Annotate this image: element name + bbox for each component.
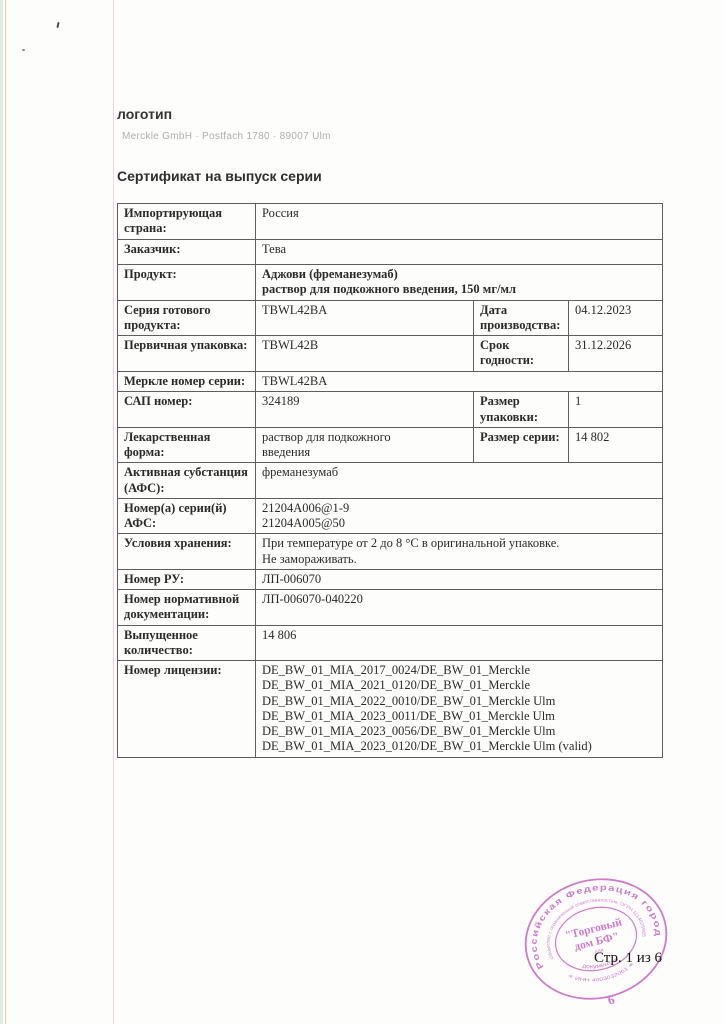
- row-value: 14 806: [254, 624, 664, 661]
- row-label: Серия готового продукта:: [117, 299, 256, 336]
- document-title: Сертификат на выпуск серии: [117, 168, 322, 184]
- row-label: Номер лицензии:: [117, 660, 256, 758]
- row-label: Продукт:: [117, 263, 256, 301]
- stamp-outer-ring: [524, 878, 668, 1000]
- scan-edge-orange-line: [5, 0, 6, 1024]
- table-row: Номер нормативной документации: ЛП-00607…: [117, 589, 664, 626]
- row-value: TBWL42BA: [255, 299, 474, 336]
- row-value: TBWL42BA: [254, 370, 664, 393]
- row-value-2: 14 802: [567, 426, 664, 464]
- scan-speck: [56, 21, 60, 29]
- table-row: Меркле номер серии: TBWL42BA: [117, 370, 664, 393]
- row-value: Аджови (фреманезумаб) раствор для подкож…: [254, 263, 664, 301]
- row-label: Лекарственная форма:: [117, 426, 256, 464]
- row-value: раствор для подкожного введения: [255, 426, 474, 464]
- table-row: Первичная упаковка: TBWL42B Срок годност…: [117, 335, 664, 372]
- row-label: Номер(а) серии(й) АФС:: [117, 497, 256, 535]
- row-value: Тева: [254, 238, 664, 265]
- company-address: Merckle GmbH · Postfach 1780 · 89007 Ulm: [122, 131, 331, 142]
- table-row: Номер лицензии: DE_BW_01_MIA_2017_0024/D…: [117, 660, 664, 758]
- row-label: Активная субстанция (АФС):: [117, 462, 256, 499]
- table-row: Серия готового продукта: TBWL42BA Дата п…: [117, 299, 664, 336]
- table-row: Заказчик: Тева: [117, 238, 664, 265]
- stamp-center-line3: для: [594, 948, 605, 956]
- scan-pink-line: [113, 0, 114, 1024]
- scan-edge-strip: [0, 0, 3, 1024]
- row-label: Выпущенное количество:: [117, 624, 256, 661]
- table-row: Выпущенное количество: 14 806: [117, 624, 664, 661]
- logo-placeholder-label: логотип: [117, 106, 173, 122]
- stamp-inner-ring: [554, 906, 638, 972]
- company-stamp: Российская Федерация город Москва Общест…: [503, 856, 668, 1008]
- row-value: TBWL42B: [255, 335, 474, 372]
- row-value: ЛП-006070: [254, 568, 664, 591]
- row-label: Меркле номер серии:: [117, 370, 256, 393]
- table-row: Лекарственная форма: раствор для подкожн…: [117, 426, 664, 464]
- row-label: САП номер:: [117, 391, 256, 428]
- table-row: Активная субстанция (АФС): фреманезумаб: [117, 462, 664, 499]
- row-value: ЛП-006070-040220: [254, 589, 664, 626]
- certificate-table: Импортирующая страна: Россия Заказчик: Т…: [117, 203, 664, 758]
- row-value-2: 04.12.2023: [567, 299, 664, 336]
- table-row: Импортирующая страна: Россия: [117, 203, 664, 240]
- row-label: Первичная упаковка:: [117, 335, 256, 372]
- row-label: Номер РУ:: [117, 568, 256, 591]
- row-value: 324189: [255, 391, 474, 428]
- row-label: Номер нормативной документации:: [117, 589, 256, 626]
- row-label: Условия хранения:: [117, 533, 256, 570]
- row-value: фреманезумаб: [254, 462, 664, 499]
- page-number: Стр. 1 из 6: [594, 950, 662, 966]
- row-value: 21204A006@1-9 21204A005@50: [254, 497, 664, 535]
- row-label-2: Размер упаковки:: [473, 391, 569, 428]
- row-value: При температуре от 2 до 8 °C в оригиналь…: [254, 533, 664, 570]
- table-row: Продукт: Аджови (фреманезумаб) раствор д…: [117, 263, 664, 301]
- stamp-bottom-number: 6: [606, 991, 616, 1007]
- table-row: Номер РУ: ЛП-006070: [117, 568, 664, 591]
- row-label: Заказчик:: [117, 238, 256, 265]
- row-label: Импортирующая страна:: [117, 203, 256, 240]
- row-value-2: 31.12.2026: [567, 335, 664, 372]
- row-value: Россия: [254, 203, 664, 240]
- table-row: САП номер: 324189 Размер упаковки: 1: [117, 391, 664, 428]
- row-label-2: Срок годности:: [473, 335, 569, 372]
- row-label-2: Размер серии:: [473, 426, 569, 464]
- row-value: DE_BW_01_MIA_2017_0024/DE_BW_01_Merckle …: [254, 660, 664, 758]
- scan-speck: [22, 49, 25, 51]
- table-row: Условия хранения: При температуре от 2 д…: [117, 533, 664, 570]
- row-label-2: Дата производства:: [473, 299, 569, 336]
- row-value-2: 1: [567, 391, 664, 428]
- table-row: Номер(а) серии(й) АФС: 21204A006@1-9 212…: [117, 497, 664, 535]
